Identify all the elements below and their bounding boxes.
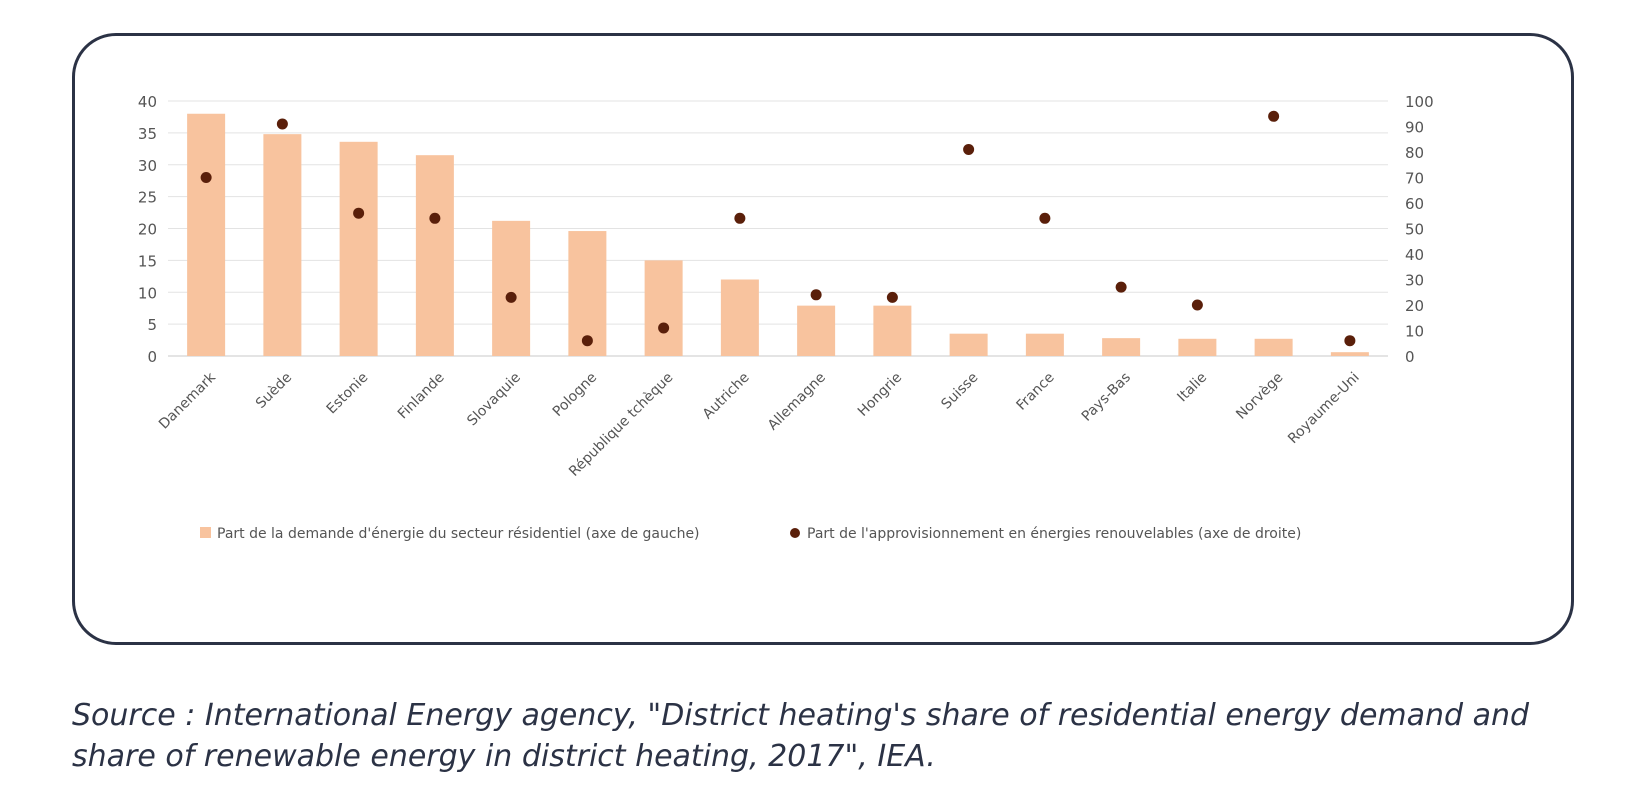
y-right-tick-label: 80	[1405, 144, 1424, 162]
y-right-tick-label: 40	[1405, 246, 1424, 264]
x-tick-label: Suisse	[938, 370, 981, 413]
x-tick-label: Norvège	[1233, 370, 1286, 423]
x-tick-label: Italie	[1174, 370, 1210, 406]
bar	[1025, 333, 1064, 356]
dot-series	[200, 110, 1356, 347]
data-point	[1344, 335, 1356, 347]
x-tick-label: Pologne	[550, 370, 600, 420]
y-right-tick-label: 20	[1405, 297, 1424, 315]
y-left-tick-label: 20	[138, 221, 157, 239]
y-right-tick-label: 30	[1405, 272, 1424, 290]
bar	[720, 279, 759, 356]
x-tick-label: Suède	[253, 370, 295, 412]
data-point	[734, 212, 746, 224]
x-tick-label: Danemark	[156, 369, 220, 433]
legend-dot-swatch	[790, 528, 800, 538]
data-point	[1115, 281, 1127, 293]
y-left-tick-label: 40	[138, 93, 157, 111]
x-tick-label: Estonie	[324, 370, 372, 418]
bar	[949, 333, 988, 356]
axes: 0 5 10 15 20 25 30 35 40 0 10 20 30 40 50 60 70 80 90 100 Da…	[138, 93, 1434, 480]
source-note: Source : International Energy agency, "D…	[72, 698, 1530, 774]
x-tick-label: Pays-Bas	[1079, 370, 1134, 425]
y-left-tick-label: 30	[138, 157, 157, 175]
y-right-tick-label: 50	[1405, 221, 1424, 239]
y-left-tick-label: 10	[138, 284, 157, 302]
y-right-tick-label: 60	[1405, 195, 1424, 213]
x-tick-label: Finlande	[395, 370, 448, 423]
bar	[797, 305, 836, 356]
bar	[263, 134, 302, 356]
data-point	[200, 172, 212, 183]
data-point	[276, 118, 288, 130]
legend-dot-label: Part de l'approvisionnement en énergies …	[807, 526, 1301, 542]
bar	[415, 155, 454, 356]
x-tick-label: France	[1013, 370, 1057, 414]
bar	[1102, 338, 1141, 356]
data-point	[886, 291, 898, 303]
y-right-tick-label: 70	[1405, 170, 1424, 188]
bar	[1178, 338, 1217, 356]
data-point	[810, 289, 822, 301]
bar	[873, 305, 912, 356]
chart-card: 0 5 10 15 20 25 30 35 40 0 10 20 30 40 50 60 70 80 90 100 Da…	[72, 33, 1574, 645]
data-point	[1039, 212, 1051, 224]
data-point	[429, 212, 441, 224]
chart: 0 5 10 15 20 25 30 35 40 0 10 20 30 40 50 60 70 80 90 100 Da…	[138, 93, 1434, 542]
data-point	[353, 207, 365, 219]
y-left-tick-label: 0	[147, 348, 157, 366]
y-left-tick-label: 5	[147, 316, 157, 334]
data-point	[1191, 299, 1203, 311]
legend: Part de la demande d'énergie du secteur …	[200, 526, 1301, 542]
data-point	[505, 291, 517, 303]
bar	[492, 220, 531, 356]
bar	[568, 231, 607, 356]
data-point	[581, 335, 593, 347]
data-point	[658, 322, 670, 334]
x-tick-label: Royaume-Uni	[1285, 370, 1363, 448]
bar	[1254, 338, 1293, 356]
x-tick-label: Slovaquie	[464, 370, 524, 430]
y-left-tick-label: 15	[138, 252, 157, 270]
bar	[187, 113, 226, 356]
y-left-tick-label: 35	[138, 125, 157, 143]
bar	[644, 260, 683, 356]
legend-bar-swatch	[200, 527, 211, 538]
data-point	[1268, 110, 1280, 122]
y-right-tick-label: 0	[1405, 348, 1415, 366]
bar	[339, 141, 378, 356]
y-right-tick-label: 10	[1405, 323, 1424, 341]
legend-bar-label: Part de la demande d'énergie du secteur …	[217, 526, 700, 542]
x-tick-label: Autriche	[700, 370, 753, 423]
y-right-tick-label: 100	[1405, 93, 1434, 111]
data-point	[963, 143, 975, 155]
x-tick-label: Hongrie	[855, 370, 905, 420]
bar-series	[187, 113, 1369, 356]
y-right-tick-label: 90	[1405, 119, 1424, 137]
y-left-tick-label: 25	[138, 189, 157, 207]
x-tick-label: Allemagne	[765, 370, 829, 434]
bar	[1330, 352, 1369, 356]
